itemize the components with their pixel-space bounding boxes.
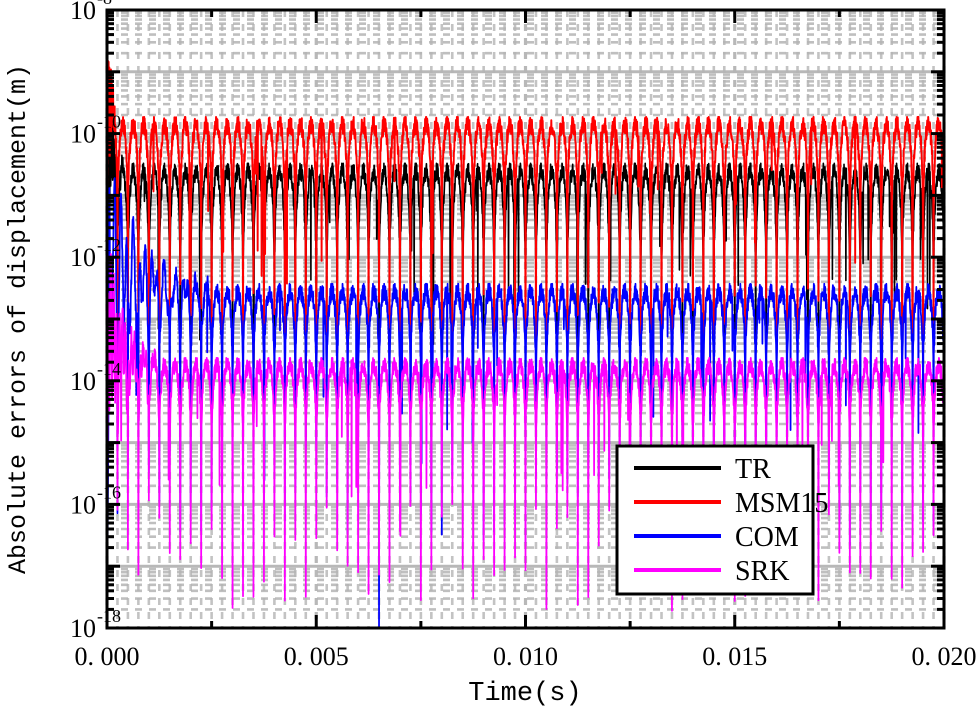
x-tick-label: 0. 015	[702, 642, 767, 671]
x-tick-label: 0. 010	[493, 642, 558, 671]
y-tick-label: 10 -14	[70, 359, 121, 396]
legend-label-com: COM	[735, 522, 799, 553]
svg-text:-12: -12	[97, 235, 121, 255]
series-srk	[107, 253, 944, 628]
x-tick-label: 0. 020	[912, 642, 976, 671]
svg-text:-18: -18	[97, 606, 121, 626]
y-tick-label: 10 -18	[70, 606, 121, 643]
svg-text:-16: -16	[97, 482, 121, 502]
y-tick-label: 10-8	[70, 0, 112, 25]
svg-text:-8: -8	[97, 0, 112, 8]
y-tick-label: 10 -10	[70, 112, 121, 149]
y-tick-label: 10 -12	[70, 235, 121, 272]
axis-ticks	[105, 8, 946, 630]
legend-label-msm15: MSM15	[735, 488, 828, 519]
svg-text:10: 10	[70, 614, 96, 643]
y-axis-title: Absolute errors of displacement(m)	[4, 64, 33, 574]
svg-text:10: 10	[70, 0, 96, 25]
data-series-layer	[107, 59, 944, 628]
svg-text:-10: -10	[97, 112, 121, 132]
x-tick-label: 0. 005	[284, 642, 349, 671]
legend-label-srk: SRK	[735, 556, 789, 587]
svg-text:10: 10	[70, 490, 96, 519]
svg-text:10: 10	[70, 120, 96, 149]
x-axis-title: Time(s)	[468, 679, 581, 709]
x-tick-label: 0. 000	[75, 642, 140, 671]
y-tick-label: 10 -16	[70, 482, 121, 519]
legend-label-tr: TR	[735, 454, 771, 485]
svg-text:10: 10	[70, 367, 96, 396]
svg-text:10: 10	[70, 243, 96, 272]
svg-text:-14: -14	[97, 359, 121, 379]
